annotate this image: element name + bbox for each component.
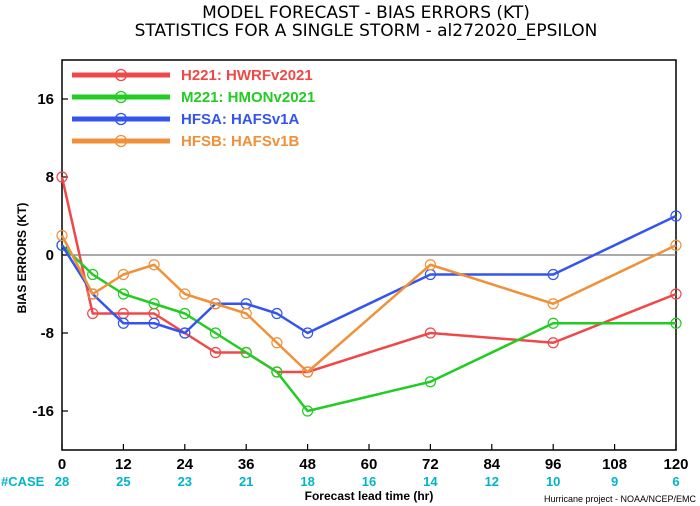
chart-subtitle: STATISTICS FOR A SINGLE STORM - al272020… xyxy=(135,21,598,41)
x-tick-label: 48 xyxy=(299,456,316,473)
legend-label: H221: HWRFv2021 xyxy=(181,67,313,84)
data-point xyxy=(87,268,99,281)
data-point xyxy=(179,327,191,339)
x-tick-label: 96 xyxy=(545,456,562,473)
x-tick-label: 108 xyxy=(602,456,627,473)
legend-label: M221: HMONv2021 xyxy=(181,89,315,106)
data-point xyxy=(240,307,252,320)
x-tick-label: 84 xyxy=(483,456,500,473)
y-tick-label: -8 xyxy=(41,325,54,342)
case-count: 6 xyxy=(672,474,679,489)
data-point xyxy=(302,327,314,339)
case-count: 21 xyxy=(239,474,253,489)
data-point xyxy=(209,346,222,359)
x-tick-label: 0 xyxy=(58,456,66,473)
case-count: 28 xyxy=(55,474,69,489)
data-point xyxy=(424,327,436,339)
data-point xyxy=(87,288,99,300)
legend-marker xyxy=(114,90,128,104)
data-point xyxy=(148,298,160,310)
x-axis-label: Forecast lead time (hr) xyxy=(305,489,434,503)
data-point xyxy=(547,337,559,349)
legend: H221: HWRFv2021 M221: HMONv2021 HFSA: HAFS… xyxy=(72,67,315,150)
case-count: 18 xyxy=(300,474,314,489)
y-tick-label: 8 xyxy=(46,169,54,186)
series-layer xyxy=(56,171,682,417)
data-point xyxy=(670,288,682,300)
data-point xyxy=(670,317,682,329)
legend-label: HFSB: HAFSv1B xyxy=(181,133,300,150)
data-point xyxy=(271,337,283,349)
x-tick-label: 60 xyxy=(361,456,378,473)
case-count: 12 xyxy=(485,474,499,489)
data-point xyxy=(271,307,283,320)
chart-title: MODEL FORECAST - BIAS ERRORS (KT) xyxy=(202,3,530,23)
data-point xyxy=(302,405,314,417)
data-point xyxy=(87,307,99,320)
data-point xyxy=(670,239,682,251)
case-label: #CASE xyxy=(1,474,45,489)
data-point xyxy=(209,327,222,339)
data-point xyxy=(424,259,436,271)
credit-text: Hurricane project - NOAA/NCEP/EMC xyxy=(544,494,697,504)
legend-marker xyxy=(114,134,128,148)
legend-marker xyxy=(114,112,128,126)
data-point xyxy=(240,346,252,359)
data-point xyxy=(424,376,436,388)
series-line-2 xyxy=(60,214,677,335)
case-count: 9 xyxy=(611,474,618,489)
series-line-3 xyxy=(60,234,677,374)
data-point xyxy=(547,268,559,281)
legend-marker xyxy=(114,68,128,82)
legend-label: HFSA: HAFSv1A xyxy=(181,111,300,128)
data-point xyxy=(117,288,130,300)
data-point xyxy=(547,298,559,310)
case-count: 16 xyxy=(362,474,376,489)
data-point xyxy=(56,229,68,242)
y-tick-label: -16 xyxy=(32,403,54,420)
data-point xyxy=(117,268,130,281)
case-count: 23 xyxy=(178,474,192,489)
data-point xyxy=(117,317,130,329)
y-axis-label: BIAS ERRORS (KT) xyxy=(15,203,29,314)
series-line-0 xyxy=(60,176,677,374)
x-axis-ticks: 0 12 24 36 48 60 72 84 96 108 120 xyxy=(58,444,689,473)
case-counts: 28 25 23 21 18 16 14 12 10 9 6 xyxy=(55,474,680,489)
series-line-1 xyxy=(61,244,676,413)
data-point xyxy=(670,210,682,222)
data-point xyxy=(148,259,160,271)
data-point xyxy=(56,171,68,183)
y-tick-label: 0 xyxy=(46,247,54,264)
x-tick-label: 12 xyxy=(115,456,132,473)
data-point xyxy=(209,298,222,310)
data-point xyxy=(302,366,314,378)
case-count: 25 xyxy=(116,474,130,489)
case-count: 10 xyxy=(546,474,560,489)
y-tick-label: 16 xyxy=(37,91,54,108)
x-tick-label: 24 xyxy=(176,456,193,473)
data-point xyxy=(547,317,559,329)
data-point xyxy=(179,307,191,320)
data-point xyxy=(179,288,191,300)
x-tick-label: 36 xyxy=(238,456,255,473)
x-tick-label: 120 xyxy=(663,456,688,473)
y-axis-ticks: -16 -8 0 8 16 xyxy=(32,91,68,420)
x-tick-label: 72 xyxy=(422,456,439,473)
data-point xyxy=(148,317,160,329)
data-point xyxy=(271,366,283,378)
case-count: 14 xyxy=(423,474,438,489)
